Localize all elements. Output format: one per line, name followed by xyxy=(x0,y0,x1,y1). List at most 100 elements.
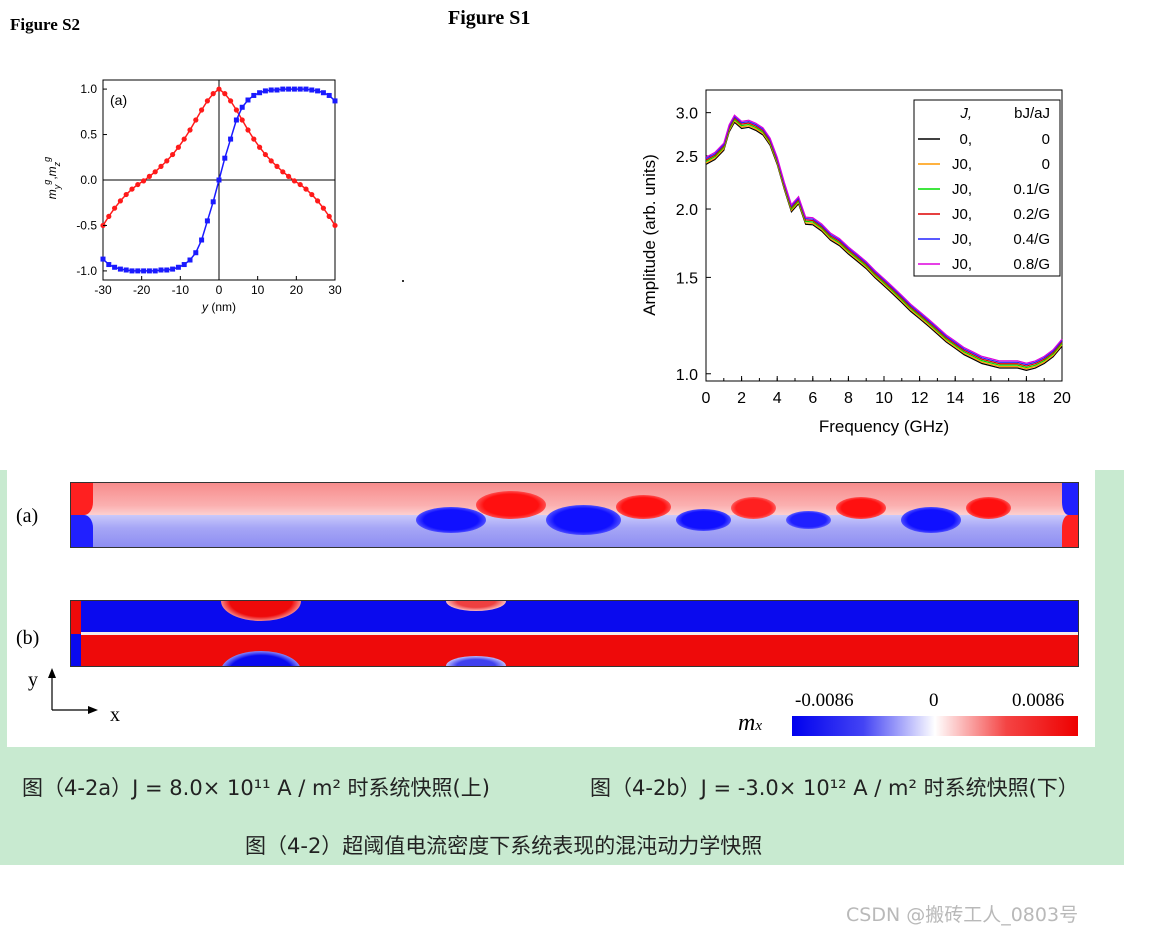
s1-series-line-2 xyxy=(705,118,1063,369)
s2-point xyxy=(332,98,338,104)
s1-legend-ratio: 0 xyxy=(1042,131,1050,148)
s1-legend-ratio: 0 xyxy=(1042,156,1050,173)
s2-xlabel: y (nm) xyxy=(201,300,236,314)
s2-point xyxy=(326,213,332,219)
s2-panel-label: (a) xyxy=(110,92,127,108)
mx-domain-blue xyxy=(416,507,486,533)
s2-point xyxy=(274,87,280,93)
s2-point xyxy=(181,136,187,142)
mx-domain-red xyxy=(616,495,671,519)
mx-domain-red xyxy=(966,497,1011,519)
s2-point xyxy=(251,136,257,142)
s2-point xyxy=(152,268,158,274)
s1-xtick-label: 10 xyxy=(875,390,893,407)
s2-point xyxy=(262,151,268,158)
s2-point xyxy=(297,86,303,92)
s2-ytick-label: -1.0 xyxy=(76,264,97,278)
s2-point xyxy=(257,90,263,96)
s1-xtick-label: 20 xyxy=(1053,390,1071,407)
figure-s2-chart: -30 -20 -10 0 10 20 30 -1.0 -0.5 0.0 0.5 1.0 (a) y … xyxy=(42,79,342,314)
s1-legend-j: J0, xyxy=(952,181,972,198)
s2-point xyxy=(112,205,118,211)
s2-point xyxy=(233,107,239,113)
axis-y-label: y xyxy=(28,669,38,691)
s2-point xyxy=(233,117,239,123)
s2-point xyxy=(332,222,338,229)
axis-x-label: x xyxy=(110,704,120,726)
s2-point xyxy=(100,256,106,262)
s1-legend-box xyxy=(913,99,1061,277)
s1-xtick-label: 18 xyxy=(1018,390,1036,407)
s1-xtick-label: 6 xyxy=(808,390,817,407)
s1-legend-ratio: 0.4/G xyxy=(1013,231,1050,248)
s1-ylabel: Amplitude (arb. units) xyxy=(640,154,659,316)
s1-series-line-5 xyxy=(705,114,1063,364)
s2-point xyxy=(251,92,257,98)
colorbar xyxy=(792,716,1078,736)
s1-legend-j: J0, xyxy=(952,231,972,248)
s2-point xyxy=(228,98,234,104)
s2-point xyxy=(315,198,321,204)
s1-xtick-label: 16 xyxy=(982,390,1000,407)
s2-point xyxy=(152,169,158,175)
s1-xlabel: Frequency (GHz) xyxy=(819,417,949,436)
s2-point xyxy=(187,127,193,133)
caption-4-2b: 图（4-2b）J = -3.0× 10¹² A / m² 时系统快照(下） xyxy=(590,776,1079,800)
s1-xtick-label: 12 xyxy=(911,390,929,407)
s2-point xyxy=(320,90,326,96)
s1-ytick-label: 1.5 xyxy=(676,270,698,287)
s1-legend-ratio: 0.2/G xyxy=(1013,206,1050,223)
snapshot-a-strip xyxy=(70,482,1079,548)
s2-point xyxy=(245,97,251,103)
s2-point xyxy=(170,151,176,158)
s2-point xyxy=(303,86,309,92)
s2-point xyxy=(245,127,251,133)
s1-legend-j: J0, xyxy=(952,206,972,223)
s2-point xyxy=(268,158,274,164)
s2-point xyxy=(170,266,176,272)
s2-point xyxy=(141,178,147,184)
s2-point xyxy=(123,267,129,273)
s2-point xyxy=(158,267,164,273)
s2-point xyxy=(286,173,292,179)
s2-point xyxy=(309,191,315,198)
stray-dot xyxy=(402,280,404,282)
colorbar-min-label: -0.0086 xyxy=(795,690,854,711)
s2-xtick-label: -10 xyxy=(172,283,190,297)
s2-point xyxy=(216,86,222,92)
s2-point xyxy=(175,144,181,150)
snapshot-b-strip xyxy=(70,600,1079,667)
s2-point xyxy=(297,181,303,188)
mx-domain-blue xyxy=(546,505,621,535)
s1-series-line-1 xyxy=(705,119,1063,370)
s2-ytick-label: 0.0 xyxy=(80,173,97,187)
colorbar-mid-label: 0 xyxy=(929,690,939,711)
figure-s1-title: Figure S1 xyxy=(448,7,531,29)
s2-point xyxy=(222,91,228,97)
s2-point xyxy=(326,92,332,98)
s2-point xyxy=(106,262,112,268)
s1-xtick-label: 4 xyxy=(773,390,782,407)
s2-point xyxy=(274,163,280,169)
s1-ytick-label: 2.0 xyxy=(676,202,698,219)
s1-legend-ratio: 0.1/G xyxy=(1013,181,1050,198)
s2-xtick-label: -20 xyxy=(133,283,151,297)
s2-point xyxy=(216,177,222,183)
s2-point xyxy=(129,186,135,192)
s1-xtick-label: 0 xyxy=(702,390,711,407)
s2-point xyxy=(315,88,321,94)
mx-domain-red xyxy=(731,497,776,519)
s2-point xyxy=(210,91,216,97)
mx-domain-red xyxy=(476,491,546,519)
s2-point xyxy=(181,262,187,268)
s1-legend-header-ratio: bJ/aJ xyxy=(1014,105,1050,122)
s1-ytick-label: 2.5 xyxy=(676,149,698,166)
s2-point xyxy=(257,144,263,150)
s2-point xyxy=(117,198,123,204)
s1-series-line-4 xyxy=(705,115,1063,366)
s2-xtick-label: -30 xyxy=(94,283,112,297)
s2-ytick-label: -0.5 xyxy=(76,218,97,232)
snapshot-a-label: (a) xyxy=(16,505,39,527)
s2-point xyxy=(210,199,216,205)
s1-legend-j: 0, xyxy=(959,131,972,148)
